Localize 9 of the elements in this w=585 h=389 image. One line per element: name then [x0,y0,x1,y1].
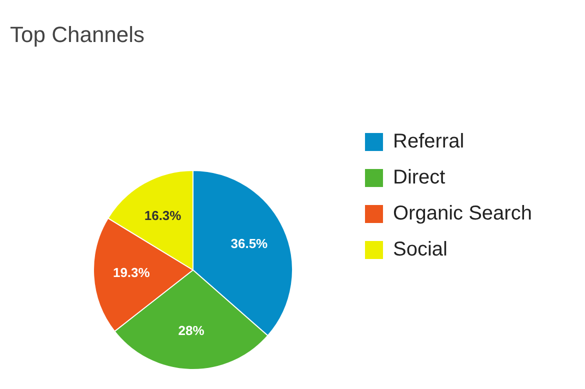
data-label: 36.5% [230,236,268,252]
legend-label: Referral [393,130,464,153]
data-label: 28% [178,323,205,338]
legend-label: Organic Search [393,202,532,225]
legend-label: Direct [393,166,446,189]
chart-title: Top Channels [10,22,145,48]
data-label: 16.3% [144,208,182,223]
legend-label: Social [393,238,448,261]
data-label: 19.3% [112,265,150,280]
